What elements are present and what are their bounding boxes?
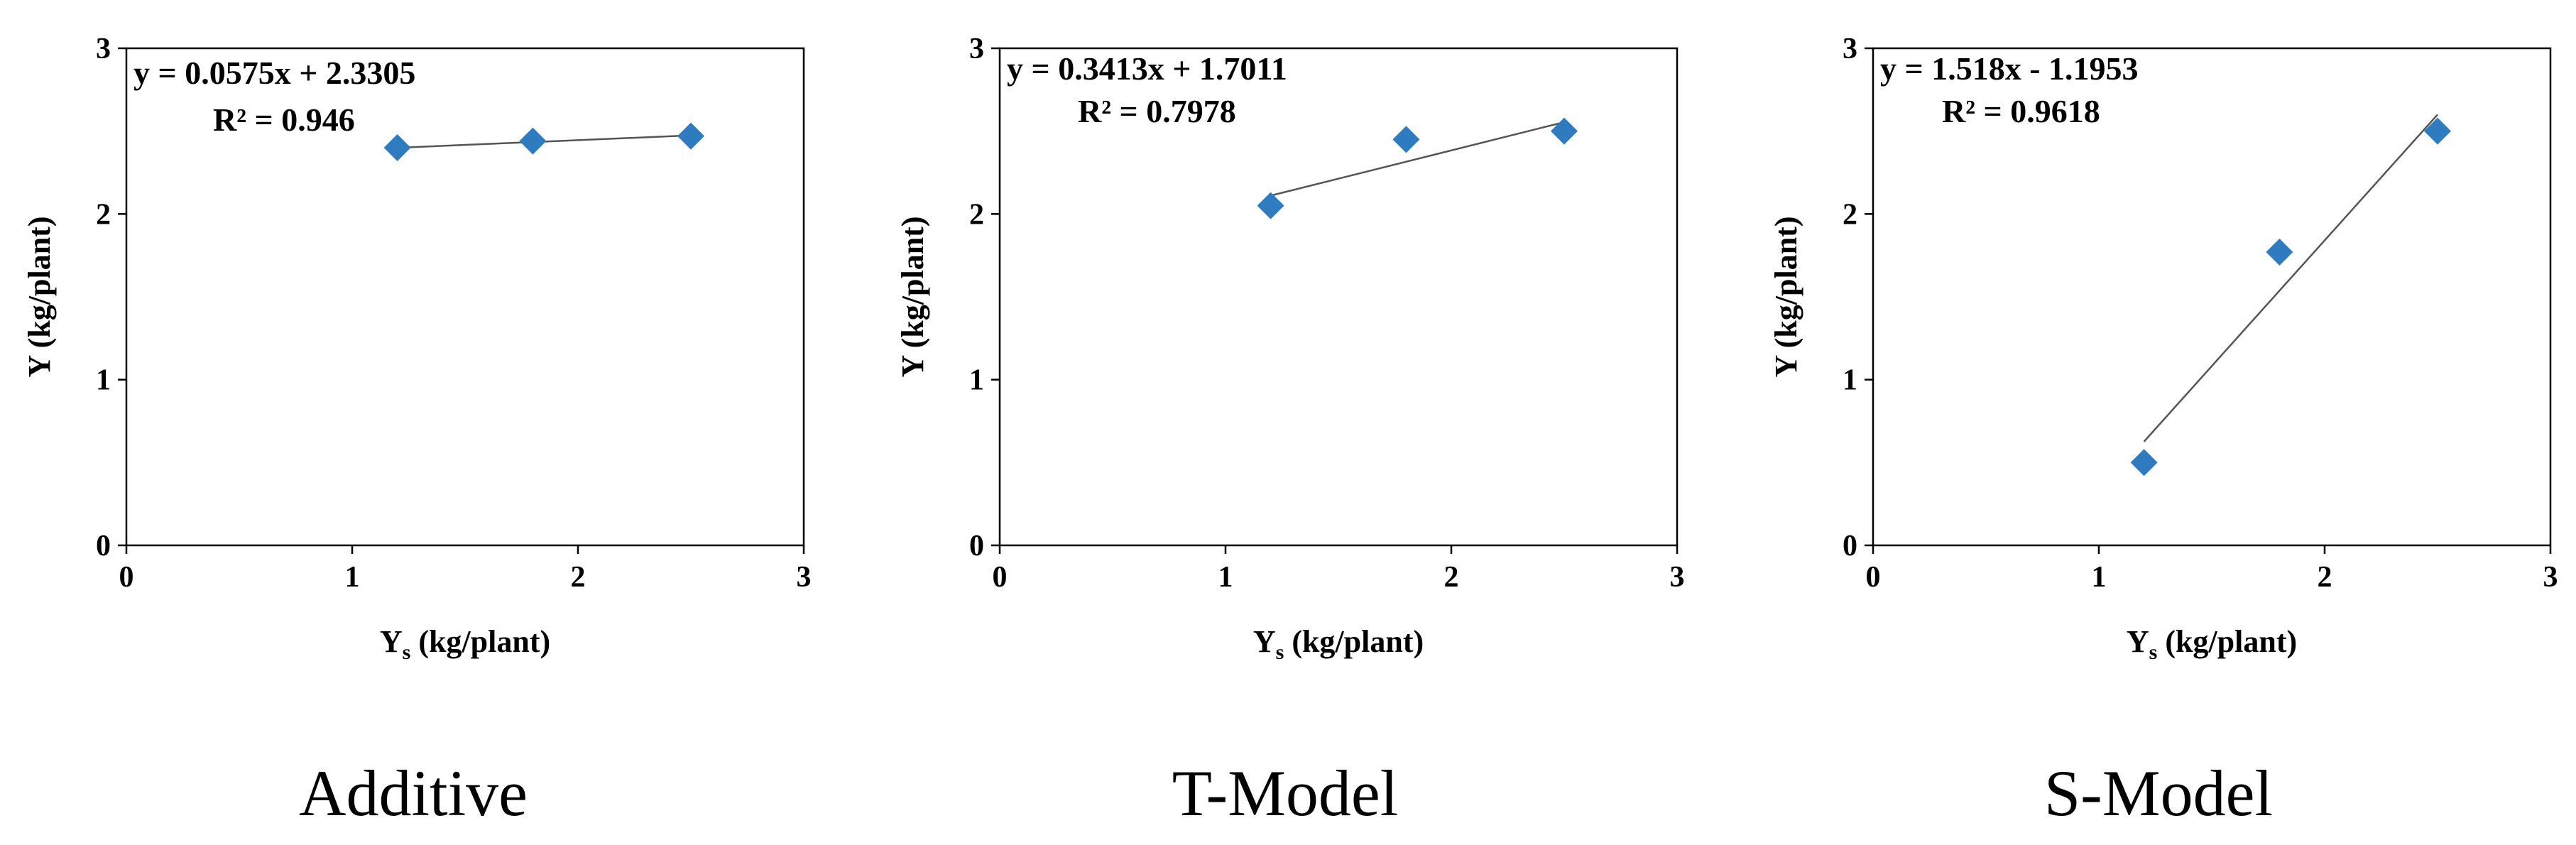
x-tick-label: 3 xyxy=(2543,561,2558,594)
trendline xyxy=(2143,114,2438,442)
r-squared-label: R² = 0.946 xyxy=(213,102,355,138)
y-tick-label: 2 xyxy=(96,198,111,231)
x-tick-label: 3 xyxy=(797,561,812,594)
chart-panel-additive: 0 1 2 3 0 1 2 3 y = 0.0575x + 2.3305 R² = 0.94… xyxy=(22,33,812,829)
x-tick-label: 0 xyxy=(993,561,1008,594)
data-point xyxy=(519,127,547,155)
panel-caption: Additive xyxy=(299,757,528,829)
x-tick-label: 0 xyxy=(1866,561,1881,594)
x-tick-label: 2 xyxy=(2318,561,2332,594)
panel-caption: T-Model xyxy=(1172,757,1399,829)
y-tick-label: 3 xyxy=(1843,33,1857,65)
y-axis-label: Y (kg/plant) xyxy=(895,217,930,378)
data-point xyxy=(383,134,411,161)
y-tick-label: 0 xyxy=(969,530,984,562)
x-tick-label: 1 xyxy=(1218,561,1233,594)
x-axis-label: Ys (kg/plant) xyxy=(2127,624,2297,664)
y-tick-label: 2 xyxy=(969,198,984,231)
data-point xyxy=(2266,239,2293,266)
x-tick-label: 1 xyxy=(345,561,360,594)
plot-area-border xyxy=(125,47,805,547)
y-tick-label: 3 xyxy=(969,33,984,65)
equation-label: y = 0.3413x + 1.7011 xyxy=(1007,50,1287,87)
data-point xyxy=(2130,449,2158,476)
y-tick-label: 0 xyxy=(1843,530,1857,562)
x-axis-label: Ys (kg/plant) xyxy=(380,624,550,664)
data-point xyxy=(677,122,704,150)
y-tick-label: 2 xyxy=(1843,198,1857,231)
y-tick-label: 1 xyxy=(1843,364,1857,397)
chart-panel-t-model: 0 1 2 3 0 1 2 3 y = 0.3413x + 1.7011 R² = 0.79… xyxy=(895,33,1685,829)
data-point xyxy=(1551,117,1578,145)
r-squared-label: R² = 0.7978 xyxy=(1078,93,1236,129)
equation-label: y = 1.518x - 1.1953 xyxy=(1880,50,2139,87)
x-tick-label: 3 xyxy=(1670,561,1685,594)
y-tick-label: 1 xyxy=(96,364,111,397)
equation-label: y = 0.0575x + 2.3305 xyxy=(133,55,415,91)
x-tick-label: 2 xyxy=(571,561,586,594)
plot-area-border xyxy=(1872,47,2552,547)
data-point xyxy=(2424,117,2451,145)
chart-panel-s-model: 0 1 2 3 0 1 2 3 y = 1.518x - 1.1953 R² = 0.961… xyxy=(1769,33,2558,829)
x-axis-label: Ys (kg/plant) xyxy=(1253,624,1424,664)
data-point xyxy=(1392,126,1420,153)
data-point xyxy=(1257,192,1284,219)
r-squared-label: R² = 0.9618 xyxy=(1942,93,2100,129)
panel-caption: S-Model xyxy=(2044,757,2273,829)
trendline xyxy=(1270,121,1565,197)
x-tick-label: 0 xyxy=(119,561,134,594)
y-tick-label: 3 xyxy=(96,33,111,65)
plot-area-border xyxy=(998,47,1679,547)
y-axis-label: Y (kg/plant) xyxy=(1769,217,1803,378)
y-tick-label: 0 xyxy=(96,530,111,562)
y-tick-label: 1 xyxy=(969,364,984,397)
y-axis-label: Y (kg/plant) xyxy=(22,217,57,378)
x-tick-label: 1 xyxy=(2092,561,2107,594)
x-tick-label: 2 xyxy=(1444,561,1459,594)
